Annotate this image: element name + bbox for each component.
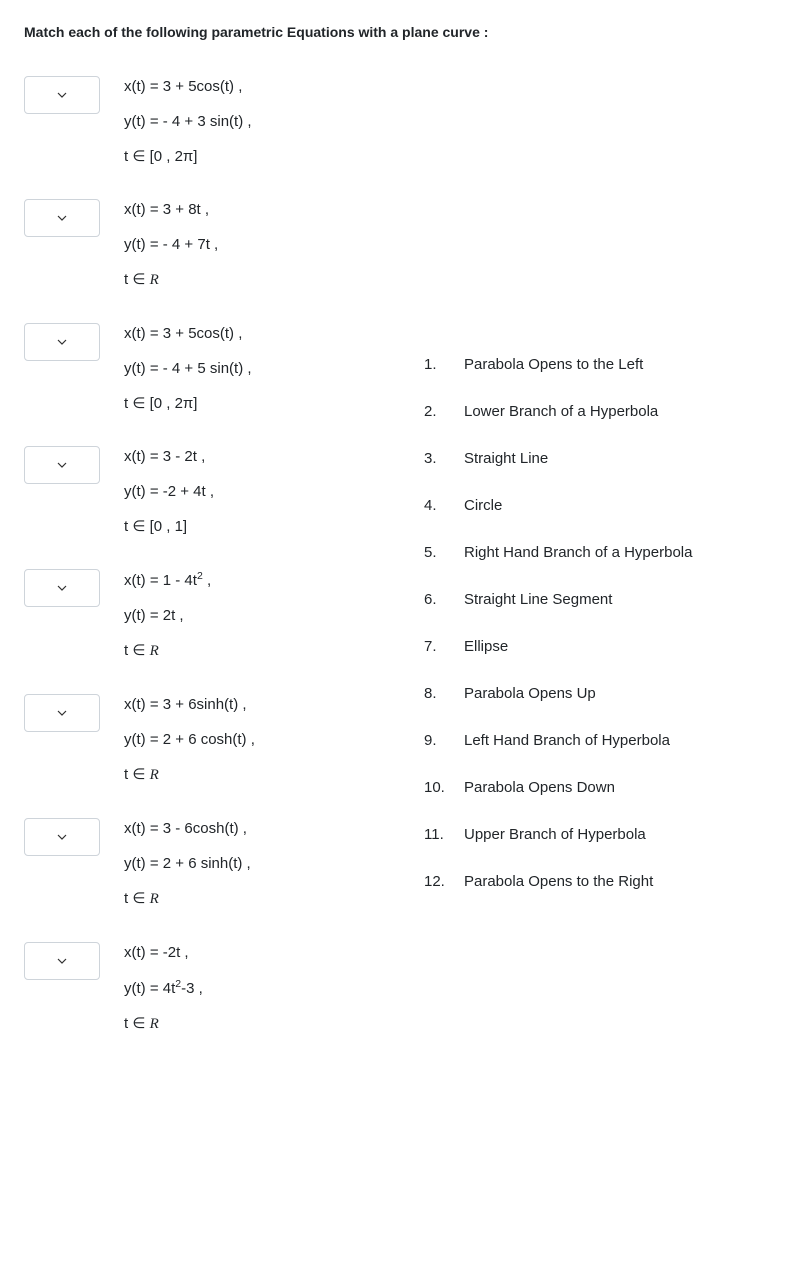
answer-number: 12. xyxy=(424,873,446,890)
content-area: x(t) = 3 + 5cos(t) , y(t) = - 4 + 3 sin(t… xyxy=(24,76,770,1067)
answer-text: Parabola Opens to the Right xyxy=(464,873,770,890)
answer-row: 2. Lower Branch of a Hyperbola xyxy=(424,403,770,420)
answer-text: Left Hand Branch of Hyperbola xyxy=(464,732,770,749)
answer-text: Lower Branch of a Hyperbola xyxy=(464,403,770,420)
answer-row: 4. Circle xyxy=(424,497,770,514)
equation-y: y(t) = 4t2-3 , xyxy=(124,977,203,999)
equation-block: x(t) = 3 - 2t , y(t) = -2 + 4t , t ∈ [0 , … xyxy=(124,446,214,537)
answer-text: Right Hand Branch of a Hyperbola xyxy=(464,544,770,561)
equation-y: y(t) = -2 + 4t , xyxy=(124,481,214,502)
question-row: x(t) = 3 + 6sinh(t) , y(t) = 2 + 6 cosh(t… xyxy=(24,694,384,786)
equation-x: x(t) = 3 + 5cos(t) , xyxy=(124,76,252,97)
equation-block: x(t) = 1 - 4t2 , y(t) = 2t , t ∈ R xyxy=(124,569,211,662)
question-row: x(t) = 3 + 5cos(t) , y(t) = - 4 + 3 sin(t… xyxy=(24,76,384,167)
answer-row: 11. Upper Branch of Hyperbola xyxy=(424,826,770,843)
answer-number: 4. xyxy=(424,497,446,514)
questions-column: x(t) = 3 + 5cos(t) , y(t) = - 4 + 3 sin(t… xyxy=(24,76,384,1067)
match-dropdown[interactable] xyxy=(24,323,100,361)
match-dropdown[interactable] xyxy=(24,446,100,484)
answer-number: 10. xyxy=(424,779,446,796)
equation-x: x(t) = -2t , xyxy=(124,942,203,963)
chevron-down-icon xyxy=(57,215,67,221)
equation-domain: t ∈ R xyxy=(124,764,255,786)
chevron-down-icon xyxy=(57,462,67,468)
answer-number: 2. xyxy=(424,403,446,420)
question-row: x(t) = 3 - 2t , y(t) = -2 + 4t , t ∈ [0 , … xyxy=(24,446,384,537)
equation-x: x(t) = 1 - 4t2 , xyxy=(124,569,211,591)
answer-row: 3. Straight Line xyxy=(424,450,770,467)
equation-x: x(t) = 3 + 6sinh(t) , xyxy=(124,694,255,715)
answers-column: 1. Parabola Opens to the Left 2. Lower Bran… xyxy=(424,76,770,920)
answer-number: 9. xyxy=(424,732,446,749)
question-row: x(t) = 1 - 4t2 , y(t) = 2t , t ∈ R xyxy=(24,569,384,662)
question-row: x(t) = 3 + 8t , y(t) = - 4 + 7t , t ∈ R xyxy=(24,199,384,291)
equation-x: x(t) = 3 + 8t , xyxy=(124,199,218,220)
equation-y: y(t) = - 4 + 3 sin(t) , xyxy=(124,111,252,132)
answer-row: 9. Left Hand Branch of Hyperbola xyxy=(424,732,770,749)
chevron-down-icon xyxy=(57,710,67,716)
match-dropdown[interactable] xyxy=(24,569,100,607)
chevron-down-icon xyxy=(57,92,67,98)
answer-row: 5. Right Hand Branch of a Hyperbola xyxy=(424,544,770,561)
match-dropdown[interactable] xyxy=(24,199,100,237)
chevron-down-icon xyxy=(57,585,67,591)
match-dropdown[interactable] xyxy=(24,694,100,732)
chevron-down-icon xyxy=(57,958,67,964)
chevron-down-icon xyxy=(57,339,67,345)
question-row: x(t) = 3 + 5cos(t) , y(t) = - 4 + 5 sin(t… xyxy=(24,323,384,414)
equation-x: x(t) = 3 - 6cosh(t) , xyxy=(124,818,251,839)
answer-text: Upper Branch of Hyperbola xyxy=(464,826,770,843)
answer-text: Ellipse xyxy=(464,638,770,655)
answer-number: 3. xyxy=(424,450,446,467)
equation-domain: t ∈ R xyxy=(124,640,211,662)
equation-y: y(t) = 2t , xyxy=(124,605,211,626)
question-row: x(t) = 3 - 6cosh(t) , y(t) = 2 + 6 sinh(t… xyxy=(24,818,384,910)
equation-block: x(t) = 3 + 6sinh(t) , y(t) = 2 + 6 cosh(t… xyxy=(124,694,255,786)
answer-text: Parabola Opens Up xyxy=(464,685,770,702)
match-dropdown[interactable] xyxy=(24,942,100,980)
answer-number: 6. xyxy=(424,591,446,608)
equation-domain: t ∈ R xyxy=(124,888,251,910)
question-row: x(t) = -2t , y(t) = 4t2-3 , t ∈ R xyxy=(24,942,384,1035)
instruction-text: Match each of the following parametric E… xyxy=(24,24,770,40)
answer-text: Parabola Opens Down xyxy=(464,779,770,796)
equation-domain: t ∈ R xyxy=(124,1013,203,1035)
answer-number: 1. xyxy=(424,356,446,373)
equation-y: y(t) = - 4 + 5 sin(t) , xyxy=(124,358,252,379)
equation-block: x(t) = 3 + 8t , y(t) = - 4 + 7t , t ∈ R xyxy=(124,199,218,291)
answer-number: 7. xyxy=(424,638,446,655)
equation-domain: t ∈ [0 , 1] xyxy=(124,516,214,537)
equation-block: x(t) = 3 - 6cosh(t) , y(t) = 2 + 6 sinh(t… xyxy=(124,818,251,910)
answer-row: 10. Parabola Opens Down xyxy=(424,779,770,796)
equation-y: y(t) = - 4 + 7t , xyxy=(124,234,218,255)
equation-block: x(t) = 3 + 5cos(t) , y(t) = - 4 + 5 sin(t… xyxy=(124,323,252,414)
answer-text: Circle xyxy=(464,497,770,514)
equation-domain: t ∈ [0 , 2π] xyxy=(124,393,252,414)
equation-block: x(t) = -2t , y(t) = 4t2-3 , t ∈ R xyxy=(124,942,203,1035)
answer-number: 11. xyxy=(424,826,446,843)
match-dropdown[interactable] xyxy=(24,818,100,856)
answer-row: 8. Parabola Opens Up xyxy=(424,685,770,702)
chevron-down-icon xyxy=(57,834,67,840)
equation-domain: t ∈ [0 , 2π] xyxy=(124,146,252,167)
answer-text: Parabola Opens to the Left xyxy=(464,356,770,373)
equation-block: x(t) = 3 + 5cos(t) , y(t) = - 4 + 3 sin(t… xyxy=(124,76,252,167)
answer-row: 7. Ellipse xyxy=(424,638,770,655)
equation-domain: t ∈ R xyxy=(124,269,218,291)
match-dropdown[interactable] xyxy=(24,76,100,114)
answer-row: 12. Parabola Opens to the Right xyxy=(424,873,770,890)
equation-x: x(t) = 3 - 2t , xyxy=(124,446,214,467)
answer-text: Straight Line xyxy=(464,450,770,467)
answer-row: 6. Straight Line Segment xyxy=(424,591,770,608)
equation-x: x(t) = 3 + 5cos(t) , xyxy=(124,323,252,344)
equation-y: y(t) = 2 + 6 cosh(t) , xyxy=(124,729,255,750)
answer-number: 8. xyxy=(424,685,446,702)
answer-text: Straight Line Segment xyxy=(464,591,770,608)
equation-y: y(t) = 2 + 6 sinh(t) , xyxy=(124,853,251,874)
answer-number: 5. xyxy=(424,544,446,561)
answer-row: 1. Parabola Opens to the Left xyxy=(424,356,770,373)
